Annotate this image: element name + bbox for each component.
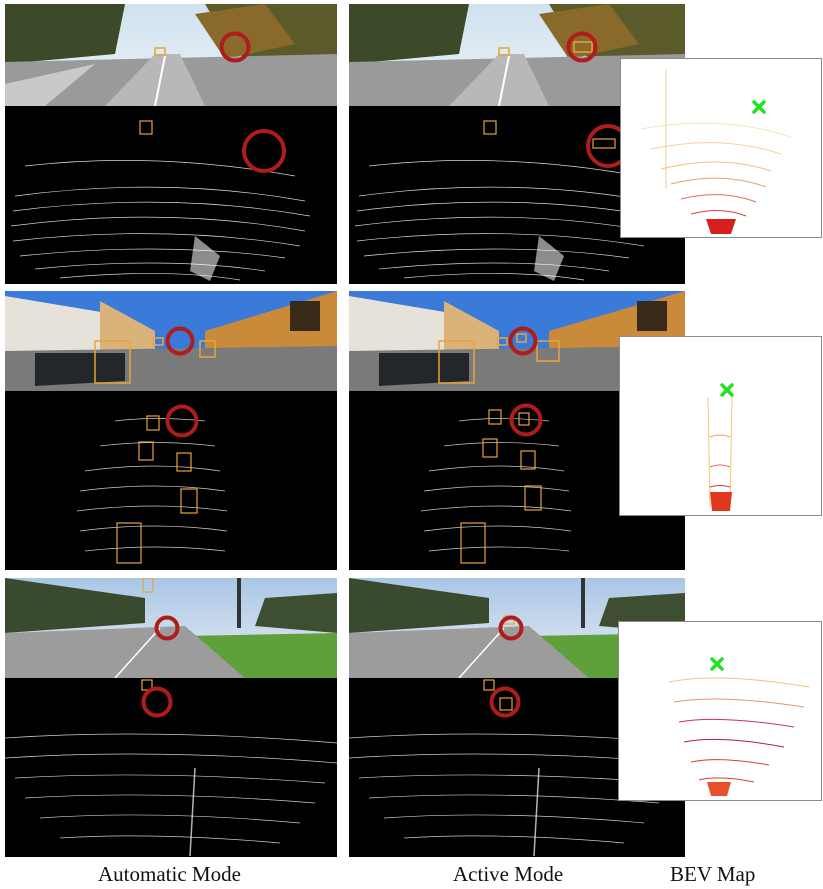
row3-automatic-lidar	[5, 678, 337, 857]
bbox-3d	[488, 409, 502, 425]
bbox-3d	[536, 340, 560, 362]
circle-highlight-icon	[508, 326, 538, 356]
circle-highlight-icon	[509, 403, 543, 437]
bbox-3d	[141, 679, 153, 691]
bbox-3d	[116, 522, 142, 564]
circle-highlight-icon	[165, 326, 195, 356]
bbox-3d	[138, 441, 154, 461]
bbox-3d	[176, 452, 192, 472]
row3-automatic-camera	[5, 578, 337, 678]
bbox-3d	[438, 340, 475, 384]
bbox-3d	[482, 438, 498, 458]
bbox-3d	[154, 47, 166, 56]
bbox-3d	[199, 340, 216, 358]
circle-highlight-icon	[141, 686, 173, 718]
bbox-3d	[142, 578, 154, 593]
bbox-3d	[516, 333, 527, 343]
x-mark-icon	[720, 383, 734, 397]
circle-highlight-icon	[566, 31, 598, 63]
circle-highlight-icon	[498, 615, 524, 641]
bbox-3d	[146, 415, 160, 431]
bbox-3d	[139, 120, 153, 135]
row2-bev-map	[619, 336, 822, 516]
circle-highlight-icon	[219, 31, 251, 63]
bbox-3d	[518, 412, 530, 426]
row2-active-camera	[349, 291, 685, 391]
bbox-3d	[520, 450, 536, 470]
bbox-3d	[94, 340, 131, 384]
caption-automatic-mode: Automatic Mode	[98, 862, 241, 886]
bbox-3d	[180, 488, 198, 514]
bbox-3d	[524, 485, 542, 511]
bbox-3d	[573, 41, 593, 53]
row3-bev-map	[618, 621, 822, 801]
caption-bev-map: BEV Map	[670, 862, 756, 886]
row2-automatic-camera	[5, 291, 337, 391]
row2-automatic-lidar	[5, 391, 337, 570]
circle-highlight-icon	[489, 686, 521, 718]
x-mark-icon	[752, 100, 766, 114]
bbox-3d	[592, 138, 616, 149]
bbox-3d	[460, 522, 486, 564]
row1-bev-map	[620, 58, 822, 238]
bbox-3d	[483, 679, 495, 691]
circle-highlight-icon	[154, 615, 180, 641]
circle-highlight-icon	[165, 404, 199, 438]
x-mark-icon	[710, 657, 724, 671]
row1-automatic-lidar	[5, 106, 337, 284]
caption-active-mode: Active Mode	[453, 862, 564, 886]
bbox-3d	[483, 120, 497, 135]
bbox-3d	[498, 47, 510, 56]
bbox-3d	[499, 697, 513, 711]
bbox-3d	[152, 337, 164, 346]
row1-automatic-camera	[5, 4, 337, 106]
circle-highlight-icon	[242, 129, 286, 173]
bbox-3d	[496, 337, 508, 346]
